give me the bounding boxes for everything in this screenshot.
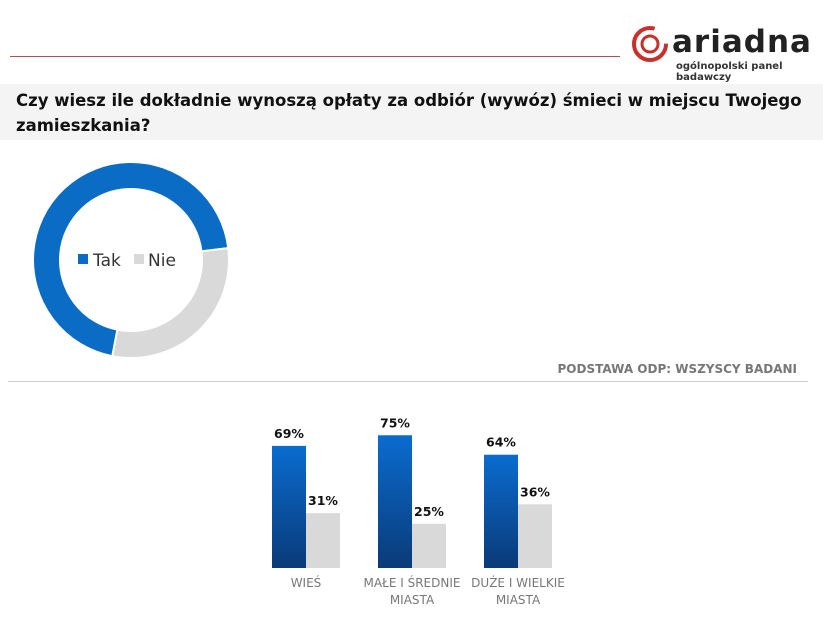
bar-label: 25% bbox=[414, 504, 444, 519]
logo-text: ariadna bbox=[672, 24, 812, 60]
bar bbox=[306, 513, 340, 568]
bar bbox=[378, 435, 412, 568]
bar bbox=[272, 445, 306, 568]
category-label: MIASTA bbox=[390, 593, 435, 607]
bar bbox=[484, 454, 518, 568]
donut-slice-nie bbox=[111, 246, 230, 359]
legend-swatch bbox=[134, 254, 144, 264]
base-note: PODSTAWA ODP: WSZYSCY BADANI bbox=[557, 362, 797, 376]
bar bbox=[518, 504, 552, 568]
ariadna-logo bbox=[632, 26, 668, 62]
bar-label: 69% bbox=[274, 426, 304, 441]
category-label: MIASTA bbox=[496, 593, 541, 607]
donut-slice-tak bbox=[32, 161, 230, 358]
legend-swatch bbox=[78, 254, 88, 264]
header-divider bbox=[10, 56, 620, 57]
category-label: WIEŚ bbox=[291, 575, 322, 590]
legend-label: Tak bbox=[92, 251, 121, 271]
bar-label: 75% bbox=[380, 415, 410, 430]
slice-label: 30% bbox=[204, 351, 233, 365]
section-divider bbox=[8, 381, 808, 382]
bar-label: 31% bbox=[308, 493, 338, 508]
bar-label: 64% bbox=[486, 435, 516, 450]
category-label: MAŁE I ŚREDNIE bbox=[364, 575, 461, 590]
question-title: Czy wiesz ile dokładnie wynoszą opłaty z… bbox=[16, 91, 802, 135]
bar-label: 36% bbox=[520, 484, 550, 499]
legend-label: Nie bbox=[148, 251, 176, 271]
title-band bbox=[0, 84, 823, 140]
slice-label: 70% bbox=[39, 157, 68, 171]
bar-chart: 69% 31% WIEŚ 75% 25% MAŁE I ŚREDNIE MIASTA 64% 3… bbox=[272, 415, 565, 607]
donut-chart: 70% 30% Tak Nie bbox=[32, 157, 233, 365]
category-label: DUŻE I WIELKIE bbox=[471, 575, 565, 590]
bar bbox=[412, 523, 446, 568]
logo-subtitle: ogólnopolski panel badawczy bbox=[676, 61, 783, 83]
